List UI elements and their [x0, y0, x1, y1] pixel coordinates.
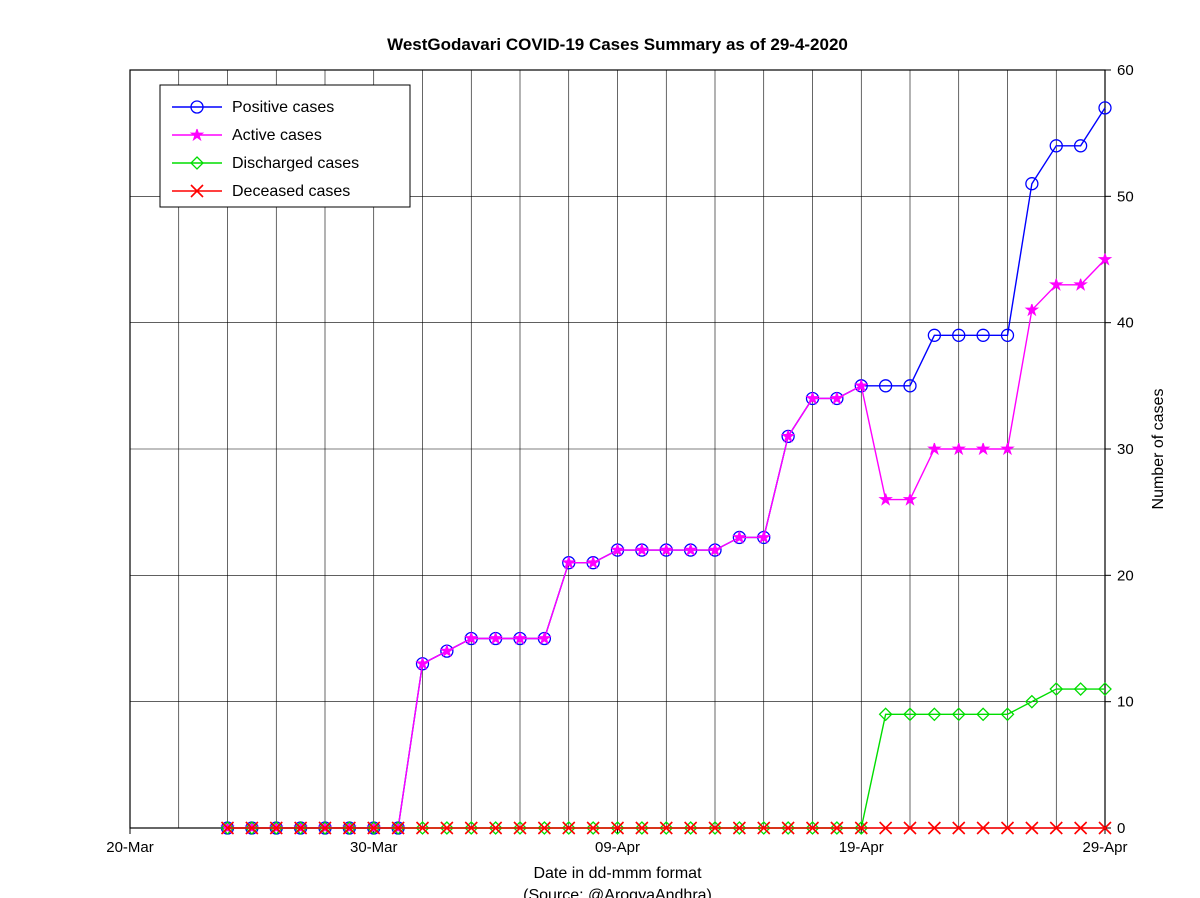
- svg-text:10: 10: [1117, 694, 1134, 711]
- svg-text:0: 0: [1117, 820, 1125, 837]
- legend-label: Deceased cases: [232, 183, 350, 200]
- source-label: (Source: @ArogyaAndhra): [523, 887, 712, 898]
- svg-text:20: 20: [1117, 567, 1134, 584]
- svg-text:30-Mar: 30-Mar: [350, 839, 398, 856]
- y-axis-label: Number of cases: [1150, 389, 1167, 510]
- svg-text:40: 40: [1117, 315, 1134, 332]
- chart-title: WestGodavari COVID-19 Cases Summary as o…: [387, 35, 848, 54]
- svg-text:30: 30: [1117, 441, 1134, 458]
- legend-label: Active cases: [232, 127, 322, 144]
- x-axis-label: Date in dd-mmm format: [533, 865, 702, 882]
- svg-text:09-Apr: 09-Apr: [595, 839, 640, 856]
- chart-svg: 20-Mar 30-Mar 09-Apr 19-Apr 29-Apr 0 10 20 30 40 5…: [0, 0, 1200, 898]
- legend: Positive cases Active cases Discharged cas…: [160, 85, 410, 207]
- legend-label: Positive cases: [232, 99, 334, 116]
- svg-text:60: 60: [1117, 62, 1134, 79]
- svg-text:20-Mar: 20-Mar: [106, 839, 154, 856]
- chart-container: 20-Mar 30-Mar 09-Apr 19-Apr 29-Apr 0 10 20 30 40 5…: [0, 0, 1200, 898]
- svg-text:50: 50: [1117, 188, 1134, 205]
- svg-text:19-Apr: 19-Apr: [839, 839, 884, 856]
- svg-text:29-Apr: 29-Apr: [1082, 839, 1127, 856]
- legend-label: Discharged cases: [232, 155, 359, 172]
